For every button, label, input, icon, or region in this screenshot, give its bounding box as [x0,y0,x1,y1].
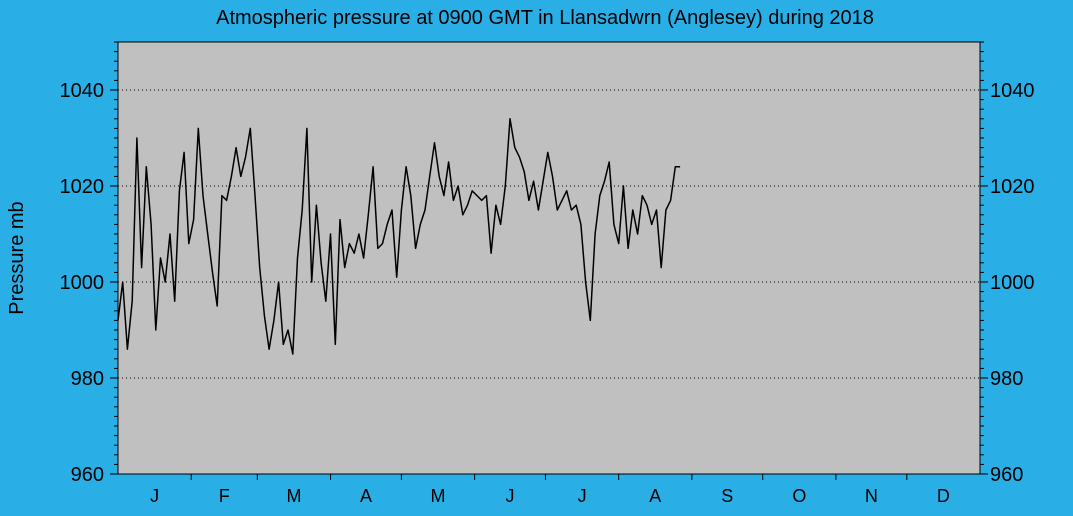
y-axis-label: Pressure mb [6,201,28,314]
y-tick-label-left-960: 960 [71,464,104,486]
axis-labels: 960 960 980 980 1000 1000 1020 1020 1040 1040 J F M A… [60,80,1035,506]
x-month-label-1: F [219,486,230,506]
x-month-label-5: J [506,486,515,506]
plot-area [117,41,981,475]
x-month-label-3: A [360,486,372,506]
x-month-label-10: N [865,486,878,506]
y-tick-label-right-980: 980 [990,368,1023,390]
x-month-label-4: M [431,486,446,506]
y-tick-label-right-960: 960 [990,464,1023,486]
x-month-label-8: S [721,486,733,506]
y-tick-label-left-1040: 1040 [60,80,105,102]
y-tick-label-right-1000: 1000 [990,272,1035,294]
chart-title: Atmospheric pressure at 0900 GMT in Llan… [216,7,874,29]
x-month-label-9: O [792,486,806,506]
y-tick-label-left-1020: 1020 [60,176,105,198]
y-tick-label-right-1040: 1040 [990,80,1035,102]
series-line-pressure [117,118,681,355]
x-month-label-7: A [649,486,661,506]
x-month-label-2: M [286,486,301,506]
x-month-label-11: D [937,486,950,506]
series-group [117,118,681,355]
y-tick-label-left-1000: 1000 [60,272,105,294]
y-tick-label-left-980: 980 [71,368,104,390]
x-month-label-6: J [578,486,587,506]
x-month-label-0: J [150,486,159,506]
y-tick-label-right-1020: 1020 [990,176,1035,198]
axis-ticks [110,41,988,480]
